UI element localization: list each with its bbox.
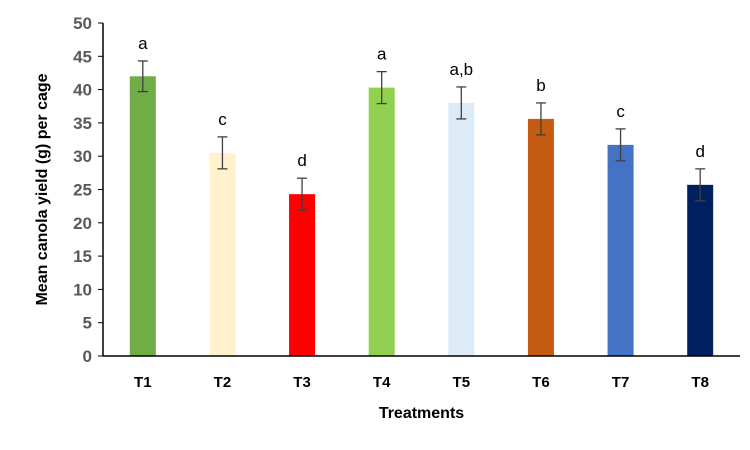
x-tick-label: T4 xyxy=(373,374,391,391)
y-tick-label: 25 xyxy=(73,181,92,200)
y-tick-label: 15 xyxy=(73,247,92,266)
significance-label-t2: c xyxy=(218,110,227,129)
x-tick-label: T1 xyxy=(134,374,152,391)
significance-label-t6: b xyxy=(536,76,545,95)
bar-t2 xyxy=(209,152,236,356)
x-tick-label: T2 xyxy=(214,374,232,391)
y-axis-title: Mean canola yield (g) per cage xyxy=(34,73,51,305)
y-tick-label: 5 xyxy=(83,314,92,333)
y-tick-label: 40 xyxy=(73,81,92,100)
bar-t5 xyxy=(448,102,475,356)
y-tick-label: 10 xyxy=(73,280,92,299)
bar-t7 xyxy=(607,144,634,356)
significance-label-t5: a,b xyxy=(449,60,473,79)
error-bars xyxy=(137,60,706,211)
x-tick-label: T6 xyxy=(532,374,550,391)
x-axis-ticks: T1 T2 T3 T4 T5 T6 T7 T8 xyxy=(134,374,709,391)
significance-label-t7: c xyxy=(616,102,625,121)
y-axis-ticks: 0 5 10 15 20 25 30 35 40 45 50 xyxy=(73,14,103,366)
bar-t4 xyxy=(368,87,395,357)
x-tick-label: T3 xyxy=(293,374,311,391)
bar-t1 xyxy=(129,76,156,356)
bar-t3 xyxy=(289,194,316,356)
y-tick-label: 45 xyxy=(73,47,92,66)
bars xyxy=(129,76,714,357)
y-tick-label: 30 xyxy=(73,147,92,166)
x-tick-label: T7 xyxy=(612,374,630,391)
significance-labels: a c d a a,b b c d xyxy=(138,34,705,170)
significance-label-t3: d xyxy=(297,151,306,170)
significance-label-t4: a xyxy=(377,45,387,64)
x-axis-title: Treatments xyxy=(379,405,464,422)
significance-label-t1: a xyxy=(138,34,148,53)
y-tick-label: 20 xyxy=(73,214,92,233)
x-tick-label: T8 xyxy=(691,374,709,391)
significance-label-t8: d xyxy=(695,142,704,161)
y-tick-label: 35 xyxy=(73,114,92,133)
x-tick-label: T5 xyxy=(453,374,471,391)
y-tick-label: 0 xyxy=(83,347,92,366)
y-tick-label: 50 xyxy=(73,14,92,33)
bar-t6 xyxy=(527,118,554,357)
bar-t8 xyxy=(687,184,714,356)
